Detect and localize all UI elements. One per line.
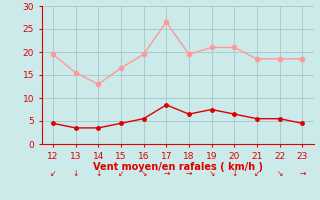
Text: ↙: ↙: [118, 169, 124, 178]
Text: →: →: [163, 169, 170, 178]
Text: ↓: ↓: [231, 169, 237, 178]
Text: ↙: ↙: [254, 169, 260, 178]
Text: →: →: [299, 169, 306, 178]
Text: ↘: ↘: [276, 169, 283, 178]
Text: ↘: ↘: [208, 169, 215, 178]
Text: →: →: [186, 169, 192, 178]
X-axis label: Vent moyen/en rafales ( km/h ): Vent moyen/en rafales ( km/h ): [92, 162, 263, 172]
Text: ↙: ↙: [50, 169, 56, 178]
Text: ↓: ↓: [72, 169, 79, 178]
Text: ↘: ↘: [140, 169, 147, 178]
Text: ↓: ↓: [95, 169, 101, 178]
